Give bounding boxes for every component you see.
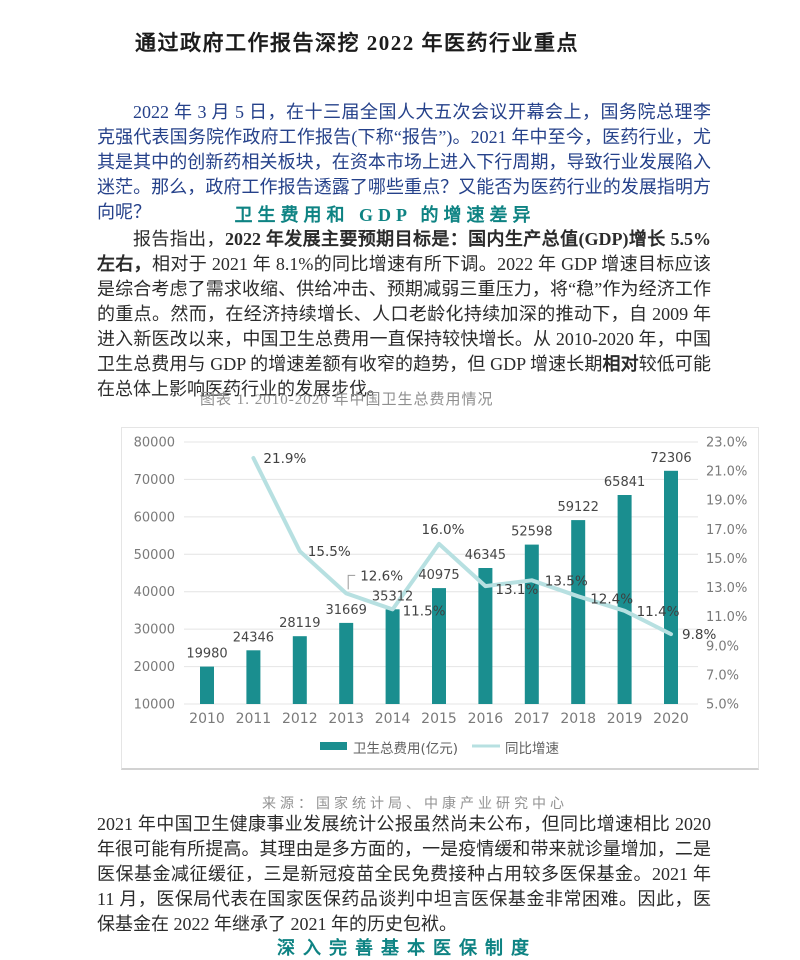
growth-label: 16.0%	[422, 522, 465, 538]
bar-value-label: 35312	[372, 589, 413, 604]
year-label: 2015	[421, 711, 457, 727]
year-label: 2019	[607, 711, 643, 727]
right-axis-tick: 9.0%	[706, 639, 739, 654]
bars	[200, 470, 678, 704]
text-segment: 较低可能在总体上影响医药行业的发展步伐。	[97, 354, 712, 399]
left-axis-tick: 10000	[134, 698, 175, 713]
bar-value-label: 65841	[604, 475, 645, 490]
right-axis-tick: 11.0%	[706, 610, 747, 625]
right-axis-tick: 15.0%	[706, 552, 747, 567]
legend-line-label: 同比增速	[505, 741, 559, 757]
section-heading-health-gdp: 卫生费用和 GDP 的增速差异	[234, 205, 536, 225]
text-segment: 相对	[602, 354, 639, 374]
year-label: 2017	[514, 711, 550, 727]
source-note: 来源：国家统计局、中康产业研究中心	[262, 797, 568, 812]
legend-bar-label: 卫生总费用(亿元)	[353, 741, 458, 757]
bar-value-label: 46345	[465, 548, 506, 563]
bar-value-label: 40975	[418, 568, 459, 583]
right-axis-tick: 19.0%	[706, 494, 747, 509]
growth-line	[251, 456, 673, 637]
bar-2013	[339, 622, 354, 704]
chart-legend: 卫生总费用(亿元) 同比增速	[320, 741, 559, 757]
section-heading-medical-insurance: 深入完善基本医保制度	[277, 938, 537, 958]
page-title: 通过政府工作报告深挖 2022 年医药行业重点	[135, 31, 579, 55]
bar-2018	[571, 520, 586, 704]
text-segment: 相对于 2021 年 8.1%的同比增速有所下调。2022 年 GDP 增速目标…	[97, 254, 711, 374]
figure-caption: 图表 1. 2010-2020 年中国卫生总费用情况	[200, 392, 494, 408]
right-axis-labels: 23.0% 21.0% 19.0% 17.0% 15.0% 13.0% 11.0% 9.0% 7…	[706, 436, 747, 713]
left-axis-labels: 80000 70000 60000 50000 40000 30000 20000 10000	[134, 436, 175, 713]
left-axis-tick: 40000	[134, 585, 175, 600]
growth-label: 13.1%	[495, 582, 538, 598]
section1-paragraph: 报告指出，2022 年发展主要预期目标是：国内生产总值(GDP)增长 5.5%左…	[97, 227, 711, 402]
x-axis-labels: 2010 2011 2012 2013 2014 2015 2016 2017 2018 2019…	[189, 711, 689, 727]
text-segment: 报告指出，	[133, 229, 225, 249]
bar-2011	[246, 650, 261, 704]
year-label: 2020	[653, 711, 689, 727]
right-axis-tick: 23.0%	[706, 436, 747, 451]
bar-value-label: 52598	[511, 525, 552, 540]
left-axis-tick: 60000	[134, 510, 175, 525]
bar-value-label: 72306	[650, 451, 691, 466]
left-axis-tick: 20000	[134, 660, 175, 675]
legend-bar-swatch	[320, 742, 347, 750]
bar-2015	[432, 588, 446, 704]
right-axis-tick: 17.0%	[706, 523, 747, 538]
bar-2017	[524, 544, 539, 704]
right-axis-tick: 7.0%	[706, 668, 739, 683]
year-label: 2014	[375, 711, 411, 727]
intro-paragraph: 2022 年 3 月 5 日，在十三届全国人大五次会议开幕会上，国务院总理李克强…	[97, 102, 711, 222]
year-label: 2011	[236, 711, 272, 727]
bar-2010	[200, 666, 214, 704]
growth-label: 9.8%	[682, 627, 716, 643]
growth-label: 15.5%	[308, 544, 351, 560]
bar-value-label: 59122	[558, 500, 599, 515]
growth-label: 11.5%	[403, 603, 446, 619]
bar-2014	[385, 609, 400, 704]
text-segment: 2022 年发展主要预期目标是：国内生产总值(GDP)增长 5.5%左右，	[97, 229, 712, 274]
bar-2012	[292, 636, 307, 704]
year-label: 2010	[189, 711, 225, 727]
left-axis-tick: 30000	[134, 623, 175, 638]
growth-labels: 21.9% 15.5% 12.6% 11.5% 16.0% 13.1% 13.5%12.4%…	[263, 451, 716, 643]
bar-value-label: 24346	[233, 630, 274, 645]
bar-value-labels: 19980 24346 28119 31669 35312 40975 46345 52598…	[186, 451, 691, 662]
bar-value-label: 19980	[186, 647, 227, 662]
growth-label: 11.4%	[637, 604, 680, 620]
growth-label: 21.9%	[263, 451, 306, 467]
right-axis-tick: 5.0%	[706, 698, 739, 713]
section2-paragraph: 2021 年中国卫生健康事业发展统计公报虽然尚未公布，但同比增速相比 2020 …	[97, 814, 711, 934]
year-label: 2013	[328, 711, 364, 727]
growth-label: 12.4%	[590, 591, 633, 607]
year-label: 2016	[468, 711, 504, 727]
year-label: 2012	[282, 711, 318, 727]
health-expenditure-chart: 80000 70000 60000 50000 40000 30000 20000 10000…	[121, 427, 759, 770]
bar-value-label: 28119	[279, 616, 320, 631]
right-axis-tick: 21.0%	[706, 465, 747, 480]
bar-2019	[617, 495, 632, 704]
year-label: 2018	[560, 711, 596, 727]
left-axis-tick: 50000	[134, 548, 175, 563]
callout-leader	[347, 574, 356, 590]
growth-label: 12.6%	[360, 568, 403, 584]
bar-2016	[478, 568, 493, 704]
left-axis-tick: 70000	[134, 473, 175, 488]
left-axis-tick: 80000	[134, 436, 175, 451]
right-axis-tick: 13.0%	[706, 581, 747, 596]
bar-value-label: 31669	[326, 603, 367, 618]
growth-label: 13.5%	[545, 573, 588, 589]
bar-2020	[664, 470, 678, 704]
combo-chart-svg: 80000 70000 60000 50000 40000 30000 20000 10000…	[134, 436, 748, 758]
